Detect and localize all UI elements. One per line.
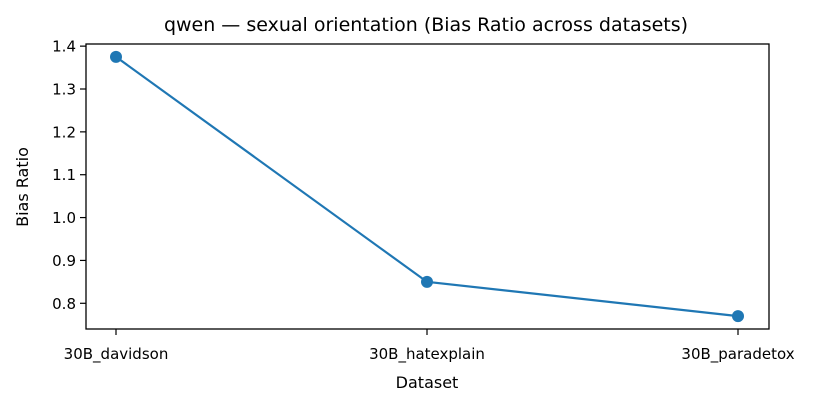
data-point [732, 310, 744, 323]
y-tick-label: 1.3 [52, 81, 76, 99]
y-tick-label: 1.1 [52, 166, 76, 184]
x-tick-label: 30B_hatexplain [369, 345, 485, 364]
x-tick-label: 30B_davidson [64, 345, 169, 364]
data-point [110, 50, 122, 63]
y-tick-label: 1.4 [52, 38, 76, 56]
data-point [421, 275, 433, 288]
plot-frame [85, 43, 770, 330]
y-tick-label: 1.0 [52, 209, 76, 227]
x-tick-label: 30B_paradetox [681, 345, 794, 364]
chart-title: qwen — sexual orientation (Bias Ratio ac… [164, 14, 688, 36]
y-tick-label: 0.8 [52, 295, 76, 313]
series-markers [110, 50, 744, 323]
y-tick-label: 1.2 [52, 123, 76, 141]
y-axis-label: Bias Ratio [13, 147, 32, 227]
y-tick-label: 0.9 [52, 252, 76, 270]
x-axis-ticks: 30B_davidson 30B_hatexplain 30B_paradetox [64, 329, 795, 364]
y-axis-ticks: 0.8 0.9 1.0 1.1 1.2 1.3 1.4 [52, 38, 86, 313]
x-axis-label: Dataset [396, 373, 459, 392]
